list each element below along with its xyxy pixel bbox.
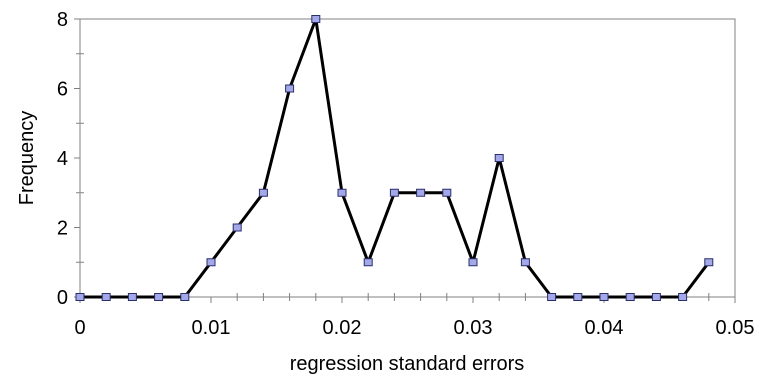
data-point [311,15,321,23]
x-tick-label: 0 [74,317,85,339]
data-point [520,258,530,267]
data-point [75,293,85,301]
x-tick-label: 0.04 [585,317,624,339]
y-axis-title: Frequency [16,111,38,206]
plot-frame [79,18,736,298]
data-point [389,188,399,197]
data-point [599,293,609,301]
data-point [258,188,268,197]
data-point [206,258,216,267]
y-tick-label: 2 [57,218,68,240]
data-point [363,258,373,267]
data-point [232,223,242,232]
y-tick-label: 8 [57,9,68,31]
data-point [678,293,688,301]
data-point [154,293,164,301]
x-tick-label: 0.03 [454,317,493,339]
data-point [416,188,426,197]
data-point [547,293,557,301]
data-point [651,293,661,301]
y-axis-tick-labels: 0 2 4 6 8 [57,9,68,309]
data-point [494,154,504,162]
data-point [127,293,137,301]
data-point [101,293,111,301]
data-point [285,84,295,93]
x-axis-title: regression standard errors [290,353,525,375]
data-point [468,258,478,267]
data-point [704,258,714,267]
series-line [80,17,710,299]
x-tick-label: 0.05 [716,317,755,339]
data-point [573,293,583,301]
data-point [180,293,190,301]
y-axis-ticks [74,18,84,298]
series-markers [75,15,714,301]
data-point [442,188,452,197]
data-point [625,293,635,301]
y-tick-label: 4 [57,148,68,170]
x-tick-label: 0.01 [192,317,231,339]
y-tick-label: 0 [57,287,68,309]
x-axis-tick-labels: 0 0.01 0.02 0.03 0.04 0.05 [74,317,754,339]
y-tick-label: 6 [57,79,68,101]
plot-area [79,18,736,298]
data-point [337,188,347,197]
x-tick-label: 0.02 [323,317,362,339]
